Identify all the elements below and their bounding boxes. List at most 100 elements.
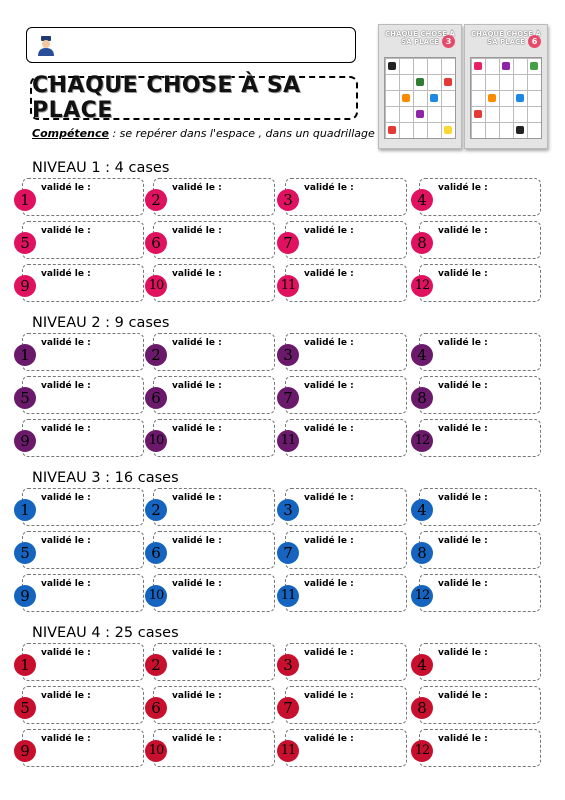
validation-box[interactable]	[419, 488, 541, 526]
validation-cell[interactable]: validé le : 2	[145, 333, 275, 371]
validation-cell[interactable]: validé le : 1	[14, 333, 144, 371]
validation-box[interactable]	[22, 488, 144, 526]
validation-box[interactable]	[419, 221, 541, 259]
validation-box[interactable]	[22, 729, 144, 767]
validation-box[interactable]	[285, 643, 407, 681]
validation-box[interactable]	[419, 333, 541, 371]
validation-box[interactable]	[22, 574, 144, 612]
validation-label: validé le :	[304, 648, 354, 658]
validation-cell[interactable]: validé le : 3	[277, 643, 407, 681]
validation-box[interactable]	[22, 376, 144, 414]
validation-box[interactable]	[285, 488, 407, 526]
validation-cell[interactable]: validé le : 11	[277, 419, 407, 457]
validation-cell[interactable]: validé le : 10	[145, 419, 275, 457]
validation-cell[interactable]: validé le : 10	[145, 264, 275, 302]
validation-box[interactable]	[153, 574, 275, 612]
validation-box[interactable]	[285, 178, 407, 216]
validation-cell[interactable]: validé le : 5	[14, 221, 144, 259]
validation-box[interactable]	[419, 643, 541, 681]
validation-box[interactable]	[22, 178, 144, 216]
validation-label: validé le :	[438, 381, 488, 391]
validation-box[interactable]	[153, 221, 275, 259]
validation-box[interactable]	[153, 488, 275, 526]
validation-cell[interactable]: validé le : 1	[14, 178, 144, 216]
validation-box[interactable]	[285, 729, 407, 767]
exercise-number-badge: 12	[411, 740, 433, 762]
validation-box[interactable]	[153, 333, 275, 371]
validation-cell[interactable]: validé le : 9	[14, 419, 144, 457]
validation-cell[interactable]: validé le : 12	[411, 729, 541, 767]
validation-box[interactable]	[22, 531, 144, 569]
validation-cell[interactable]: validé le : 5	[14, 686, 144, 724]
validation-cell[interactable]: validé le : 6	[145, 221, 275, 259]
validation-cell[interactable]: validé le : 7	[277, 686, 407, 724]
validation-cell[interactable]: validé le : 12	[411, 574, 541, 612]
validation-box[interactable]	[22, 643, 144, 681]
validation-cell[interactable]: validé le : 11	[277, 264, 407, 302]
validation-box[interactable]	[153, 419, 275, 457]
validation-box[interactable]	[419, 264, 541, 302]
validation-cell[interactable]: validé le : 4	[411, 178, 541, 216]
validation-box[interactable]	[285, 419, 407, 457]
validation-cell[interactable]: validé le : 2	[145, 643, 275, 681]
validation-cell[interactable]: validé le : 5	[14, 376, 144, 414]
validation-cell[interactable]: validé le : 5	[14, 531, 144, 569]
validation-cell[interactable]: validé le : 12	[411, 264, 541, 302]
validation-cell[interactable]: validé le : 8	[411, 221, 541, 259]
validation-cell[interactable]: validé le : 4	[411, 488, 541, 526]
validation-cell[interactable]: validé le : 8	[411, 686, 541, 724]
validation-box[interactable]	[285, 574, 407, 612]
validation-cell[interactable]: validé le : 7	[277, 221, 407, 259]
validation-box[interactable]	[285, 221, 407, 259]
validation-box[interactable]	[419, 729, 541, 767]
validation-box[interactable]	[22, 264, 144, 302]
exercise-number-badge: 9	[14, 275, 36, 297]
validation-box[interactable]	[22, 686, 144, 724]
validation-box[interactable]	[285, 333, 407, 371]
validation-cell[interactable]: validé le : 6	[145, 376, 275, 414]
validation-cell[interactable]: validé le : 8	[411, 376, 541, 414]
validation-cell[interactable]: validé le : 10	[145, 729, 275, 767]
validation-box[interactable]	[153, 376, 275, 414]
validation-label: validé le :	[41, 424, 91, 434]
validation-box[interactable]	[153, 264, 275, 302]
validation-cell[interactable]: validé le : 10	[145, 574, 275, 612]
validation-box[interactable]	[285, 376, 407, 414]
validation-box[interactable]	[22, 419, 144, 457]
validation-box[interactable]	[419, 178, 541, 216]
validation-cell[interactable]: validé le : 1	[14, 643, 144, 681]
validation-cell[interactable]: validé le : 11	[277, 729, 407, 767]
validation-cell[interactable]: validé le : 12	[411, 419, 541, 457]
validation-cell[interactable]: validé le : 3	[277, 178, 407, 216]
validation-cell[interactable]: validé le : 11	[277, 574, 407, 612]
thumbnail-grid	[384, 57, 456, 139]
validation-box[interactable]	[153, 531, 275, 569]
validation-cell[interactable]: validé le : 3	[277, 488, 407, 526]
validation-cell[interactable]: validé le : 2	[145, 178, 275, 216]
validation-cell[interactable]: validé le : 9	[14, 729, 144, 767]
validation-box[interactable]	[22, 221, 144, 259]
level-title: NIVEAU 4 : 25 cases	[32, 625, 179, 641]
validation-cell[interactable]: validé le : 1	[14, 488, 144, 526]
validation-cell[interactable]: validé le : 2	[145, 488, 275, 526]
validation-cell[interactable]: validé le : 7	[277, 531, 407, 569]
validation-box[interactable]	[419, 686, 541, 724]
validation-cell[interactable]: validé le : 4	[411, 643, 541, 681]
validation-box[interactable]	[153, 178, 275, 216]
validation-cell[interactable]: validé le : 6	[145, 531, 275, 569]
validation-box[interactable]	[285, 264, 407, 302]
validation-cell[interactable]: validé le : 4	[411, 333, 541, 371]
validation-cell[interactable]: validé le : 6	[145, 686, 275, 724]
validation-box[interactable]	[419, 376, 541, 414]
exercise-number-badge: 1	[14, 344, 36, 366]
validation-cell[interactable]: validé le : 9	[14, 574, 144, 612]
validation-box[interactable]	[419, 574, 541, 612]
validation-cell[interactable]: validé le : 7	[277, 376, 407, 414]
validation-label: validé le :	[41, 691, 91, 701]
validation-cell[interactable]: validé le : 3	[277, 333, 407, 371]
validation-cell[interactable]: validé le : 8	[411, 531, 541, 569]
validation-box[interactable]	[285, 686, 407, 724]
validation-cell[interactable]: validé le : 9	[14, 264, 144, 302]
name-field[interactable]	[26, 27, 356, 63]
validation-box[interactable]	[153, 729, 275, 767]
